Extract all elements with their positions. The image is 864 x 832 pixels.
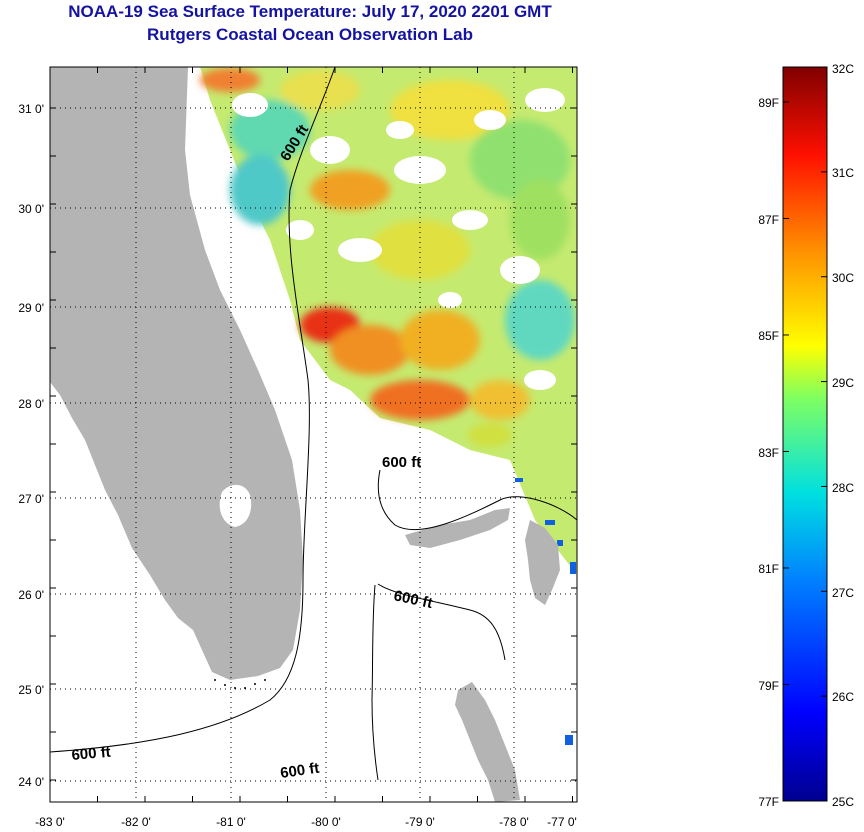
colorbar-f-label: 81F [758, 562, 779, 576]
lat-label: 29 0' [18, 301, 44, 315]
colorbar-f-label: 87F [758, 213, 779, 227]
contour-label: 600 ft [279, 760, 320, 782]
colorbar-fahrenheit-labels: 89F 87F 85F 83F 81F 79F 77F [758, 96, 779, 809]
map-title: NOAA-19 Sea Surface Temperature: July 17… [68, 2, 552, 21]
longitude-labels: -83 0' -82 0' -81 0' -80 0' -79 0' -78 0… [35, 815, 577, 829]
colorbar-c-label: 32C [832, 62, 854, 76]
grand-bahama-land [405, 508, 510, 548]
colorbar-c-label: 29C [832, 376, 854, 390]
colorbar-f-label: 77F [758, 795, 779, 809]
colorbar-f-label: 85F [758, 329, 779, 343]
lat-label: 25 0' [18, 683, 44, 697]
colorbar-c-label: 28C [832, 481, 854, 495]
colorbar-c-label: 27C [832, 586, 854, 600]
lat-label: 30 0' [18, 202, 44, 216]
colorbar-celsius-labels: 32C 31C 30C 29C 28C 27C 26C 25C [832, 62, 854, 809]
florida-keys [214, 679, 266, 689]
temperature-colorbar [782, 66, 828, 802]
contour-label: 600 ft [382, 454, 421, 471]
abaco-land [525, 520, 560, 605]
latitude-labels: 31 0' 30 0' 29 0' 28 0' 27 0' 26 0' 25 0… [18, 102, 44, 789]
lat-label: 24 0' [18, 775, 44, 789]
lon-label: -78 0' [499, 815, 529, 829]
contour-label: 600 ft [71, 744, 112, 764]
map-subtitle: Rutgers Coastal Ocean Observation Lab [147, 25, 473, 44]
lat-label: 28 0' [18, 397, 44, 411]
axis-ticks [49, 67, 577, 802]
lon-label: -80 0' [311, 815, 341, 829]
colorbar-c-label: 31C [832, 166, 854, 180]
colorbar-ticks [783, 66, 827, 802]
lat-label: 26 0' [18, 588, 44, 602]
lon-label: -77 0' [547, 815, 577, 829]
lon-label: -83 0' [35, 815, 65, 829]
andros-land [455, 682, 520, 802]
colorbar-c-label: 26C [832, 690, 854, 704]
florida-land [50, 67, 303, 680]
colorbar-c-label: 30C [832, 271, 854, 285]
lon-label: -81 0' [216, 815, 246, 829]
lon-label: -79 0' [405, 815, 435, 829]
lake-okeechobee [219, 484, 252, 527]
sst-swath [200, 67, 577, 745]
colorbar-f-label: 79F [758, 679, 779, 693]
lat-label: 27 0' [18, 492, 44, 506]
depth-contours [50, 67, 577, 781]
lon-label: -82 0' [121, 815, 151, 829]
colorbar-f-label: 83F [758, 446, 779, 460]
colorbar-f-label: 89F [758, 96, 779, 110]
map-frame [49, 66, 578, 803]
lat-label: 31 0' [18, 102, 44, 116]
colorbar-c-label: 25C [832, 795, 854, 809]
